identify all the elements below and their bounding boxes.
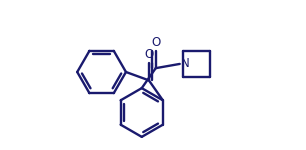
Text: O: O [144, 48, 154, 61]
Text: N: N [181, 57, 189, 70]
Text: O: O [151, 36, 160, 49]
